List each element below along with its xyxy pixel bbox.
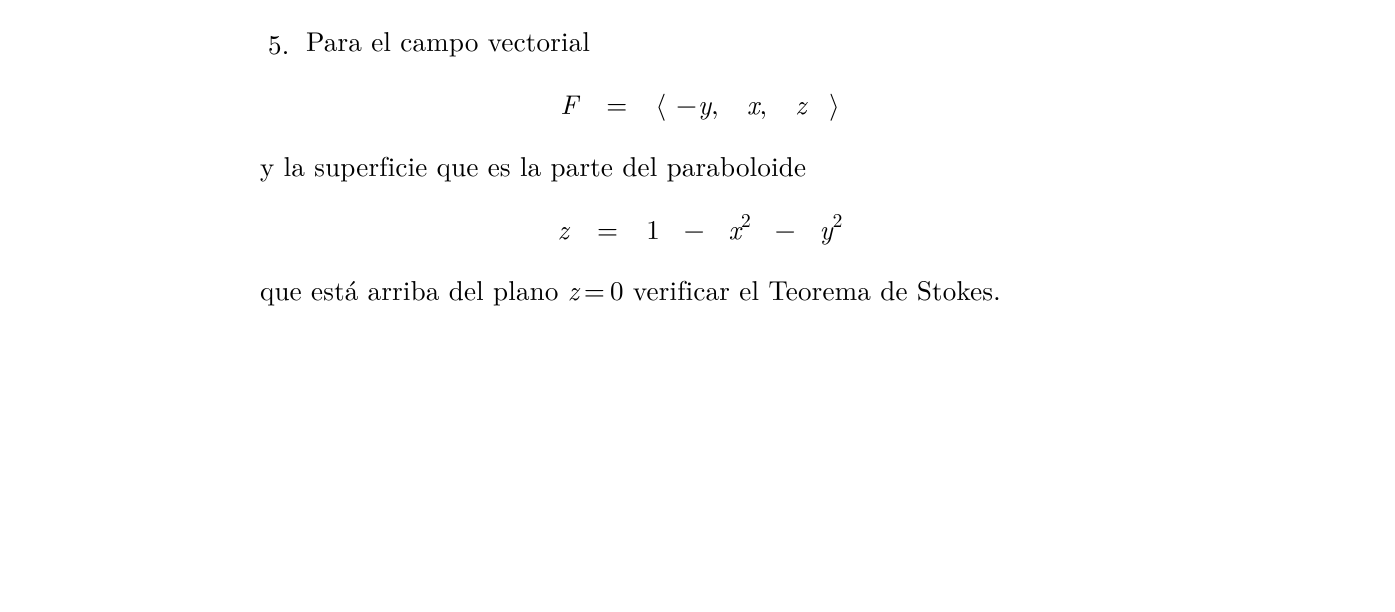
comma-1: , — [711, 84, 719, 122]
math-y2-exp: 2 — [833, 204, 843, 232]
angle-bracket-right-icon: ⟩ — [829, 93, 840, 120]
math-x2: x — [728, 209, 741, 247]
text-line-3-pre: que está arriba del plano — [260, 270, 568, 308]
math-z2: z — [558, 209, 569, 247]
text-line-3-post: verificar el Teorema de Stokes. — [624, 270, 1001, 308]
equation-vector-field: F = ⟨ −y, x, z ⟩ — [260, 84, 1140, 123]
math-z: z — [795, 84, 806, 122]
minus-sign: − — [675, 84, 698, 122]
text-line-3: que está arriba del plano z=0 verificar … — [260, 273, 1140, 307]
math-y2: y — [819, 209, 832, 247]
math-x: x — [747, 84, 760, 122]
math-y: y — [698, 84, 711, 122]
math-eq: = — [606, 84, 627, 122]
minus-sign-3: − — [774, 209, 797, 247]
equation-paraboloid: z = 1 − x2 − y2 — [260, 209, 1140, 247]
math-eq3: = — [584, 270, 605, 308]
equation-2-content: z = 1 − x2 − y2 — [558, 209, 843, 247]
math-F: F — [560, 84, 578, 122]
math-eq2: = — [597, 209, 618, 247]
problem-5: 5. Para el campo vectorial F = ⟨ −y, x, … — [260, 24, 1140, 306]
angle-bracket-left-icon: ⟨ — [656, 93, 667, 120]
math-one: 1 — [646, 209, 660, 247]
math-zero: 0 — [610, 270, 624, 308]
math-z3: z — [568, 270, 579, 308]
comma-2: , — [759, 84, 767, 122]
page: 5. Para el campo vectorial F = ⟨ −y, x, … — [0, 0, 1395, 612]
minus-sign-2: − — [683, 209, 706, 247]
math-x2-exp: 2 — [741, 204, 751, 232]
inline-eq-z0: z=0 — [568, 270, 624, 308]
text-line-2: y la superficie que es la parte del para… — [260, 149, 1140, 183]
equation-1-content: F = ⟨ −y, x, z ⟩ — [560, 84, 839, 122]
problem-content: 5. Para el campo vectorial F = ⟨ −y, x, … — [260, 24, 1140, 306]
text-line-1: Para el campo vectorial — [260, 24, 1140, 58]
item-number: 5. — [268, 24, 289, 62]
